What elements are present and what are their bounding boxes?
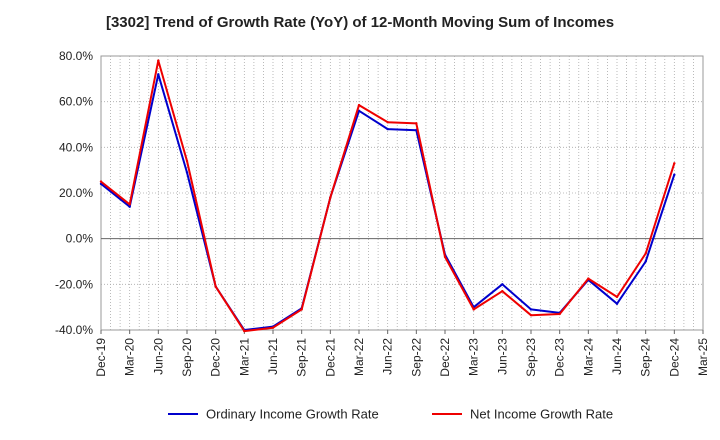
- data-point: [501, 289, 504, 293]
- data-point: [415, 122, 418, 125]
- x-tick-label: Mar-21: [237, 338, 251, 376]
- data-point: [243, 329, 246, 333]
- data-point: [673, 162, 676, 165]
- x-tick-label: Jun-24: [610, 338, 624, 375]
- y-tick-label: 80.0%: [59, 49, 93, 63]
- x-tick-label: Sep-22: [409, 338, 423, 377]
- data-point: [587, 277, 590, 280]
- x-tick-label: Jun-23: [495, 338, 509, 375]
- x-tick-label: Sep-23: [524, 338, 538, 377]
- y-tick-label: -40.0%: [55, 323, 93, 337]
- data-point: [157, 59, 160, 62]
- data-point: [128, 203, 131, 206]
- data-point: [185, 171, 189, 174]
- data-point: [644, 260, 647, 263]
- x-tick-label: Dec-19: [94, 338, 108, 377]
- x-tick-label: Dec-21: [323, 338, 337, 377]
- legend: Ordinary Income Growth Rate Net Income Gr…: [168, 407, 613, 422]
- data-point: [501, 283, 504, 286]
- data-point: [99, 180, 103, 183]
- x-tick-label: Mar-24: [581, 338, 595, 376]
- data-point: [185, 159, 189, 163]
- data-point: [329, 196, 332, 199]
- x-tick-label: Mar-23: [467, 338, 481, 376]
- data-point: [157, 73, 160, 76]
- data-point: [357, 103, 361, 107]
- data-point: [673, 173, 676, 176]
- x-tick-label: Dec-24: [667, 338, 681, 377]
- data-point: [386, 127, 389, 131]
- x-tick-label: Mar-20: [123, 338, 137, 376]
- y-tick-label: 60.0%: [59, 95, 93, 109]
- data-point: [443, 255, 447, 259]
- x-tick-label: Jun-20: [151, 338, 165, 375]
- data-point: [214, 285, 217, 288]
- data-point: [529, 308, 533, 311]
- y-tick-label: -20.0%: [55, 277, 93, 291]
- x-tick-label: Dec-22: [438, 338, 452, 377]
- x-tick-label: Jun-22: [381, 338, 395, 375]
- x-tick-label: Sep-24: [639, 338, 653, 377]
- chart-title: [3302] Trend of Growth Rate (YoY) of 12-…: [105, 14, 615, 31]
- x-tick-label: Sep-20: [180, 338, 194, 377]
- data-point: [386, 121, 389, 124]
- series-lines: [99, 59, 676, 333]
- legend-label: Net Income Growth Rate: [470, 407, 613, 422]
- y-tick-label: 20.0%: [59, 186, 93, 200]
- y-axis-ticks: 80.0% 60.0% 40.0% 20.0% 0.0% -20.0% -40.0%: [55, 49, 93, 337]
- data-point: [472, 308, 475, 311]
- legend-label: Ordinary Income Growth Rate: [206, 407, 379, 422]
- data-point: [128, 205, 131, 208]
- x-tick-label: Dec-20: [209, 338, 223, 377]
- x-tick-label: Sep-21: [295, 338, 309, 377]
- data-point: [271, 326, 275, 329]
- x-tick-label: Dec-23: [553, 338, 567, 377]
- data-point: [300, 308, 303, 311]
- data-point: [644, 252, 647, 255]
- data-point: [558, 312, 561, 316]
- x-tick-label: Mar-22: [352, 338, 366, 376]
- data-point: [615, 302, 619, 305]
- y-tick-label: 40.0%: [59, 140, 93, 154]
- data-point: [615, 295, 619, 299]
- x-tick-label: Mar-25: [696, 338, 710, 376]
- data-point: [529, 313, 533, 317]
- grid: [100, 55, 704, 331]
- y-tick-label: 0.0%: [66, 232, 94, 246]
- x-tick-label: Jun-21: [266, 338, 280, 375]
- x-axis-ticks: Dec-19 Mar-20 Jun-20 Sep-20 Dec-20 Mar-21 Jun-…: [94, 330, 710, 377]
